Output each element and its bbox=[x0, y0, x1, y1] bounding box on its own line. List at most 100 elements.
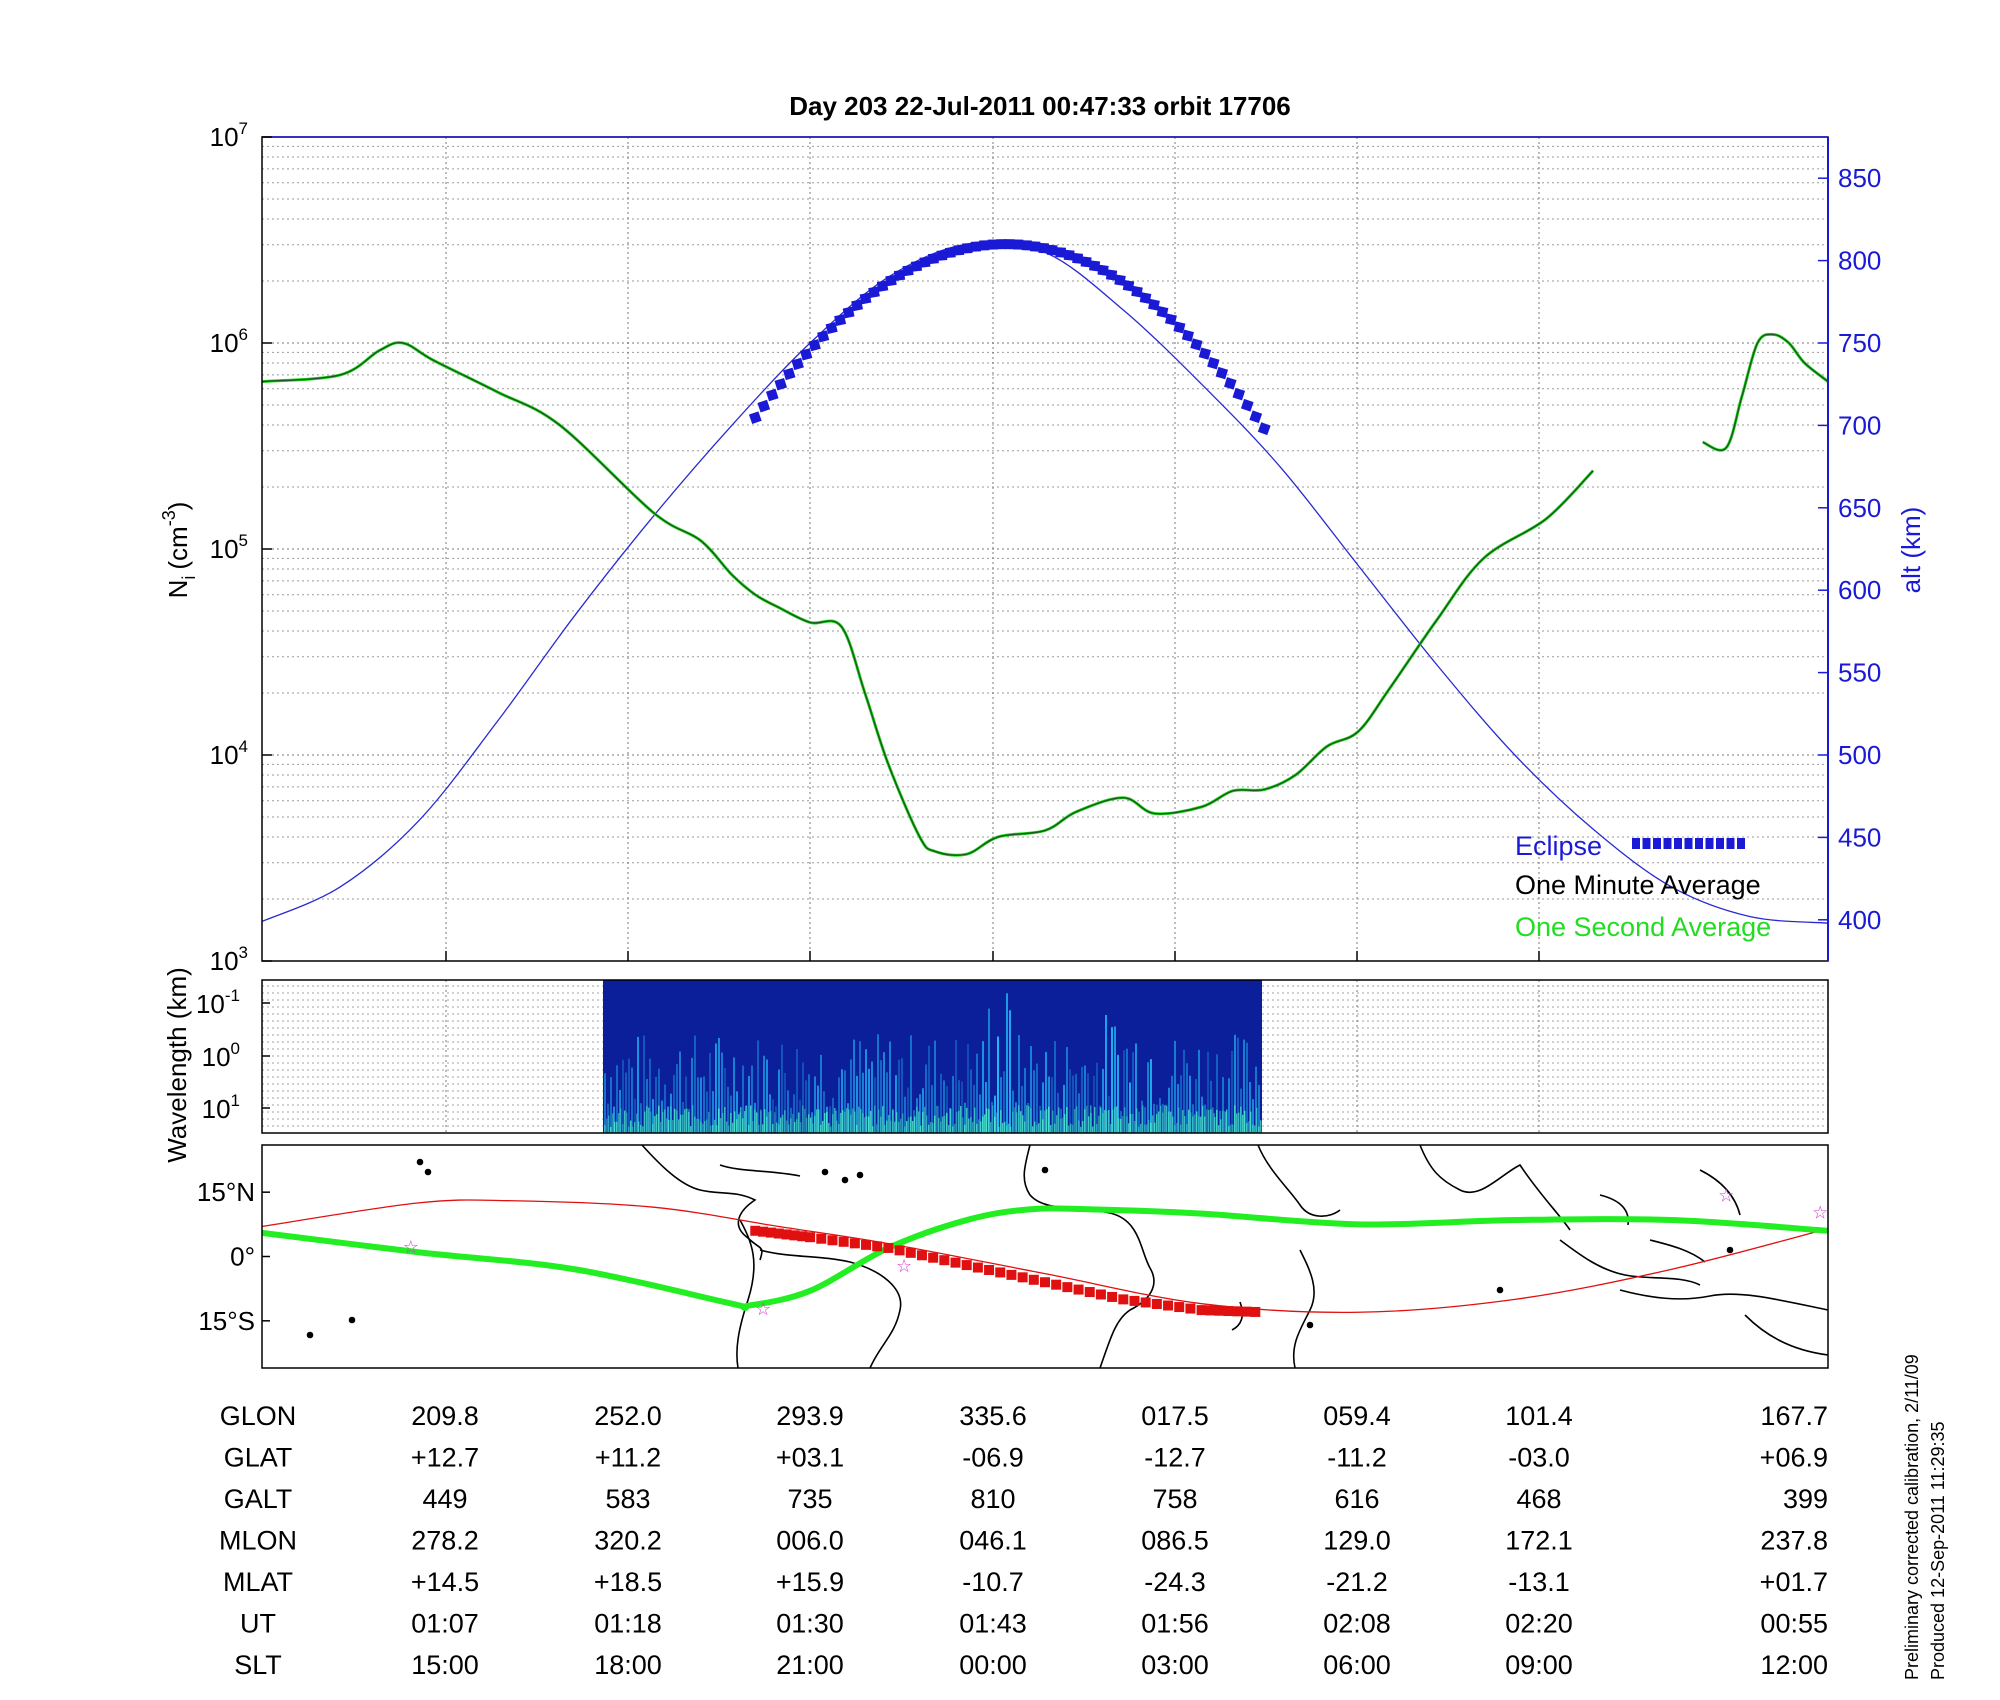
eclipse-marker bbox=[1122, 279, 1135, 292]
spectrogram-column bbox=[649, 1058, 651, 1133]
spectrogram-low-band bbox=[856, 1124, 858, 1133]
spectrogram-low-band bbox=[928, 1124, 930, 1133]
spectrogram-column bbox=[631, 1067, 633, 1133]
eclipse-track-marker bbox=[928, 1252, 939, 1263]
spectrogram-column bbox=[790, 1107, 792, 1133]
eclipse-track-marker bbox=[816, 1233, 827, 1244]
spectrogram-low-band bbox=[1116, 1106, 1118, 1133]
island bbox=[1726, 1246, 1734, 1254]
spectrogram-low-band bbox=[1158, 1111, 1160, 1133]
map-frame bbox=[261, 1144, 1829, 1369]
spectrogram-column bbox=[940, 1073, 942, 1133]
spectrogram-column bbox=[619, 1089, 621, 1133]
table-cell: 00:55 bbox=[1760, 1609, 1828, 1639]
spectrogram-low-band bbox=[810, 1117, 812, 1133]
spectrogram-column bbox=[700, 1077, 702, 1133]
spectrogram-low-band bbox=[622, 1124, 624, 1133]
spectrogram-low-band bbox=[704, 1120, 706, 1133]
spectrogram-low-band bbox=[852, 1108, 854, 1133]
table-cell: 399 bbox=[1783, 1484, 1828, 1514]
spectrogram-column bbox=[1255, 1066, 1257, 1133]
spectrogram-low-band bbox=[1088, 1116, 1090, 1133]
spectrogram-column bbox=[925, 1064, 927, 1133]
spectrogram-column bbox=[661, 1100, 663, 1133]
table-cell: 006.0 bbox=[776, 1526, 844, 1556]
spectrogram-low-band bbox=[818, 1109, 820, 1133]
legend-one-minute: One Minute Average bbox=[1515, 870, 1761, 900]
spectrogram-low-band bbox=[624, 1110, 626, 1133]
eclipse-marker bbox=[842, 306, 855, 319]
spectrogram-low-band bbox=[1162, 1112, 1164, 1133]
spectrogram-low-band bbox=[948, 1125, 950, 1133]
spectrogram-low-band bbox=[858, 1106, 860, 1133]
spectrogram-low-band bbox=[726, 1121, 728, 1133]
spectrogram-column bbox=[856, 1075, 858, 1133]
table-cell: +15.9 bbox=[776, 1567, 844, 1597]
spectrogram-column bbox=[691, 1057, 693, 1133]
eclipse-marker bbox=[970, 241, 982, 252]
coastline bbox=[641, 1144, 763, 1261]
spectrogram-low-band bbox=[610, 1126, 612, 1133]
magnetic-equator-track bbox=[261, 1205, 1829, 1311]
legend-eclipse-marker bbox=[1674, 838, 1682, 849]
legend-eclipse-marker bbox=[1705, 838, 1714, 849]
coastline bbox=[719, 1164, 801, 1177]
spectrogram-low-band bbox=[664, 1109, 666, 1133]
legend-eclipse-marker bbox=[1684, 838, 1693, 849]
spectrogram-low-band bbox=[646, 1106, 648, 1133]
spectrogram-column bbox=[727, 1086, 729, 1133]
spectrogram-column bbox=[1150, 1059, 1152, 1133]
spectrogram-low-band bbox=[1136, 1108, 1138, 1133]
spectrogram-low-band bbox=[752, 1121, 754, 1133]
spectrogram-low-band bbox=[746, 1105, 748, 1133]
table-cell: 02:20 bbox=[1505, 1609, 1573, 1639]
spectrogram-low-band bbox=[618, 1113, 620, 1133]
spectrogram-column bbox=[712, 1091, 714, 1133]
spectrogram-low-band bbox=[1006, 1125, 1008, 1133]
spectrogram-low-band bbox=[1128, 1123, 1130, 1133]
spectrogram-column bbox=[871, 1061, 873, 1133]
spectrogram-low-band bbox=[1036, 1124, 1038, 1133]
spectrogram-low-band bbox=[1040, 1110, 1042, 1133]
spectrogram-low-band bbox=[1148, 1120, 1150, 1133]
spectrogram-features bbox=[604, 993, 1262, 1133]
spectrogram-low-band bbox=[940, 1121, 942, 1133]
spectrogram-low-band bbox=[1050, 1124, 1052, 1133]
y-tick-base: 10 bbox=[210, 946, 239, 976]
spectrogram-column bbox=[988, 1008, 990, 1133]
eclipse-marker bbox=[782, 367, 796, 381]
eclipse-marker bbox=[1131, 285, 1143, 298]
spectrogram-column bbox=[1066, 1047, 1068, 1133]
table-cell: 129.0 bbox=[1323, 1526, 1391, 1556]
spectrogram-column bbox=[625, 1072, 627, 1133]
spectrogram-low-band bbox=[1026, 1105, 1028, 1133]
spectrogram-low-band bbox=[644, 1111, 646, 1133]
table-cell: 810 bbox=[970, 1484, 1015, 1514]
eclipse-marker bbox=[791, 357, 804, 371]
spectrogram-low-band bbox=[1230, 1124, 1232, 1133]
eclipse-marker bbox=[1063, 249, 1075, 261]
spectrogram-low-band bbox=[1008, 1123, 1010, 1133]
eclipse-track-marker bbox=[1073, 1284, 1084, 1295]
spectrogram-low-band bbox=[864, 1117, 866, 1133]
eclipse-marker bbox=[1097, 264, 1109, 276]
spectrogram-low-band bbox=[706, 1119, 708, 1133]
spectrogram-low-band bbox=[710, 1125, 712, 1133]
table-cell: 06:00 bbox=[1323, 1650, 1391, 1680]
island bbox=[424, 1168, 432, 1176]
spectrogram-column bbox=[616, 1065, 618, 1133]
island bbox=[856, 1171, 864, 1179]
spectrogram-low-band bbox=[1254, 1125, 1256, 1133]
table-row-label: GLAT bbox=[224, 1443, 293, 1473]
spectrogram-low-band bbox=[736, 1119, 738, 1133]
spectrogram-low-band bbox=[866, 1116, 868, 1133]
spectrogram-column bbox=[811, 1112, 813, 1133]
spectrogram-low-band bbox=[616, 1121, 618, 1133]
table-cell: 101.4 bbox=[1505, 1401, 1573, 1431]
spectrogram-low-band bbox=[782, 1114, 784, 1133]
spectrogram-column bbox=[706, 1091, 708, 1133]
spectrogram-column bbox=[928, 1045, 930, 1133]
altitude-line bbox=[261, 241, 1829, 924]
spectrogram-column bbox=[760, 1111, 762, 1133]
